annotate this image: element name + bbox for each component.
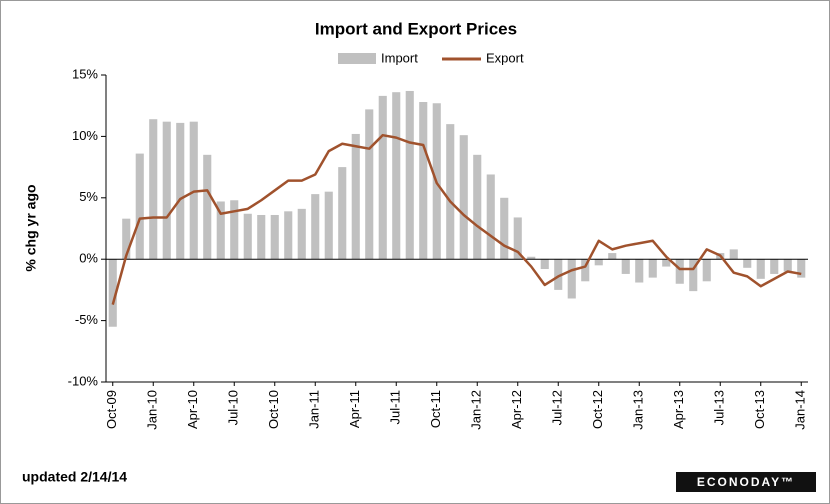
- chart-title: Import and Export Prices: [315, 19, 517, 38]
- bar: [216, 201, 225, 260]
- x-tick-label: Jul-12: [550, 390, 565, 425]
- x-tick-label: Oct-11: [428, 390, 443, 428]
- bar: [162, 121, 171, 260]
- y-tick-label: 0%: [79, 251, 98, 266]
- bar: [635, 259, 644, 283]
- bar: [108, 259, 117, 327]
- bar: [675, 259, 684, 284]
- bar: [554, 259, 563, 290]
- bar: [122, 218, 131, 260]
- bar: [648, 259, 657, 278]
- bar: [351, 133, 360, 260]
- bar: [702, 259, 711, 282]
- bar: [419, 102, 428, 260]
- x-tick-label: Oct-13: [752, 390, 767, 429]
- bar: [621, 259, 630, 274]
- bar: [243, 213, 252, 260]
- bar: [365, 109, 374, 260]
- x-tick-label: Jul-11: [388, 390, 403, 424]
- footnote: updated 2/14/14: [22, 469, 127, 485]
- bar: [770, 259, 779, 274]
- x-tick-label: Jul-13: [712, 390, 727, 425]
- bar: [743, 259, 752, 268]
- bar: [783, 259, 792, 272]
- x-tick-label: Jan-13: [631, 390, 646, 430]
- bar: [527, 256, 536, 260]
- bar: [311, 194, 320, 260]
- line: [111, 133, 802, 305]
- bar: [689, 259, 698, 292]
- bar: [176, 122, 185, 260]
- bar: [257, 214, 266, 260]
- bar: [203, 154, 212, 260]
- bar: [473, 154, 482, 260]
- x-tick-label: Oct-12: [590, 390, 605, 429]
- x-tick-label: Jan-10: [145, 390, 160, 430]
- bar: [270, 214, 279, 260]
- bar: [608, 253, 617, 260]
- x-tick-label: Jan-14: [793, 390, 808, 430]
- bar: [729, 249, 738, 260]
- bar: [540, 259, 549, 270]
- bar: [513, 217, 522, 260]
- logo: ECONODAY™: [697, 475, 795, 489]
- y-tick-label: -10%: [68, 373, 99, 388]
- bar: [500, 197, 509, 260]
- x-tick-label: Oct-10: [266, 390, 281, 429]
- bar: [459, 135, 468, 260]
- bar: [446, 124, 455, 260]
- x-tick-label: Oct-09: [104, 390, 119, 429]
- bar: [581, 259, 590, 282]
- bar: [135, 153, 144, 260]
- bar: [149, 119, 158, 260]
- logo-box: [676, 472, 816, 492]
- legend-swatch-import: [338, 53, 376, 64]
- legend-label: Export: [486, 50, 524, 65]
- bar: [567, 259, 576, 299]
- x-tick-label: Apr-12: [509, 390, 524, 429]
- x-tick-label: Apr-13: [671, 390, 686, 429]
- bar: [338, 167, 347, 260]
- bar: [378, 95, 387, 260]
- y-tick-label: 5%: [79, 189, 98, 204]
- y-tick-label: 15%: [72, 66, 98, 81]
- bar: [797, 259, 806, 278]
- x-tick-label: Jan-12: [469, 390, 484, 430]
- x-tick-label: Jul-10: [226, 390, 241, 425]
- x-tick-label: Apr-10: [185, 390, 200, 429]
- bar: [486, 174, 495, 260]
- y-axis-title: % chg yr ago: [23, 184, 39, 271]
- bar: [324, 191, 333, 260]
- x-tick-label: Apr-11: [347, 390, 362, 428]
- bar: [297, 208, 306, 260]
- bar: [284, 211, 293, 260]
- bar: [392, 92, 401, 260]
- bar: [756, 259, 765, 279]
- y-tick-label: 10%: [72, 128, 98, 143]
- x-tick-label: Jan-11: [307, 390, 322, 429]
- bar: [405, 90, 414, 260]
- y-tick-label: -5%: [75, 312, 99, 327]
- bar: [230, 200, 239, 260]
- bar: [594, 259, 603, 266]
- legend-label: Import: [381, 50, 418, 65]
- bar: [662, 259, 671, 267]
